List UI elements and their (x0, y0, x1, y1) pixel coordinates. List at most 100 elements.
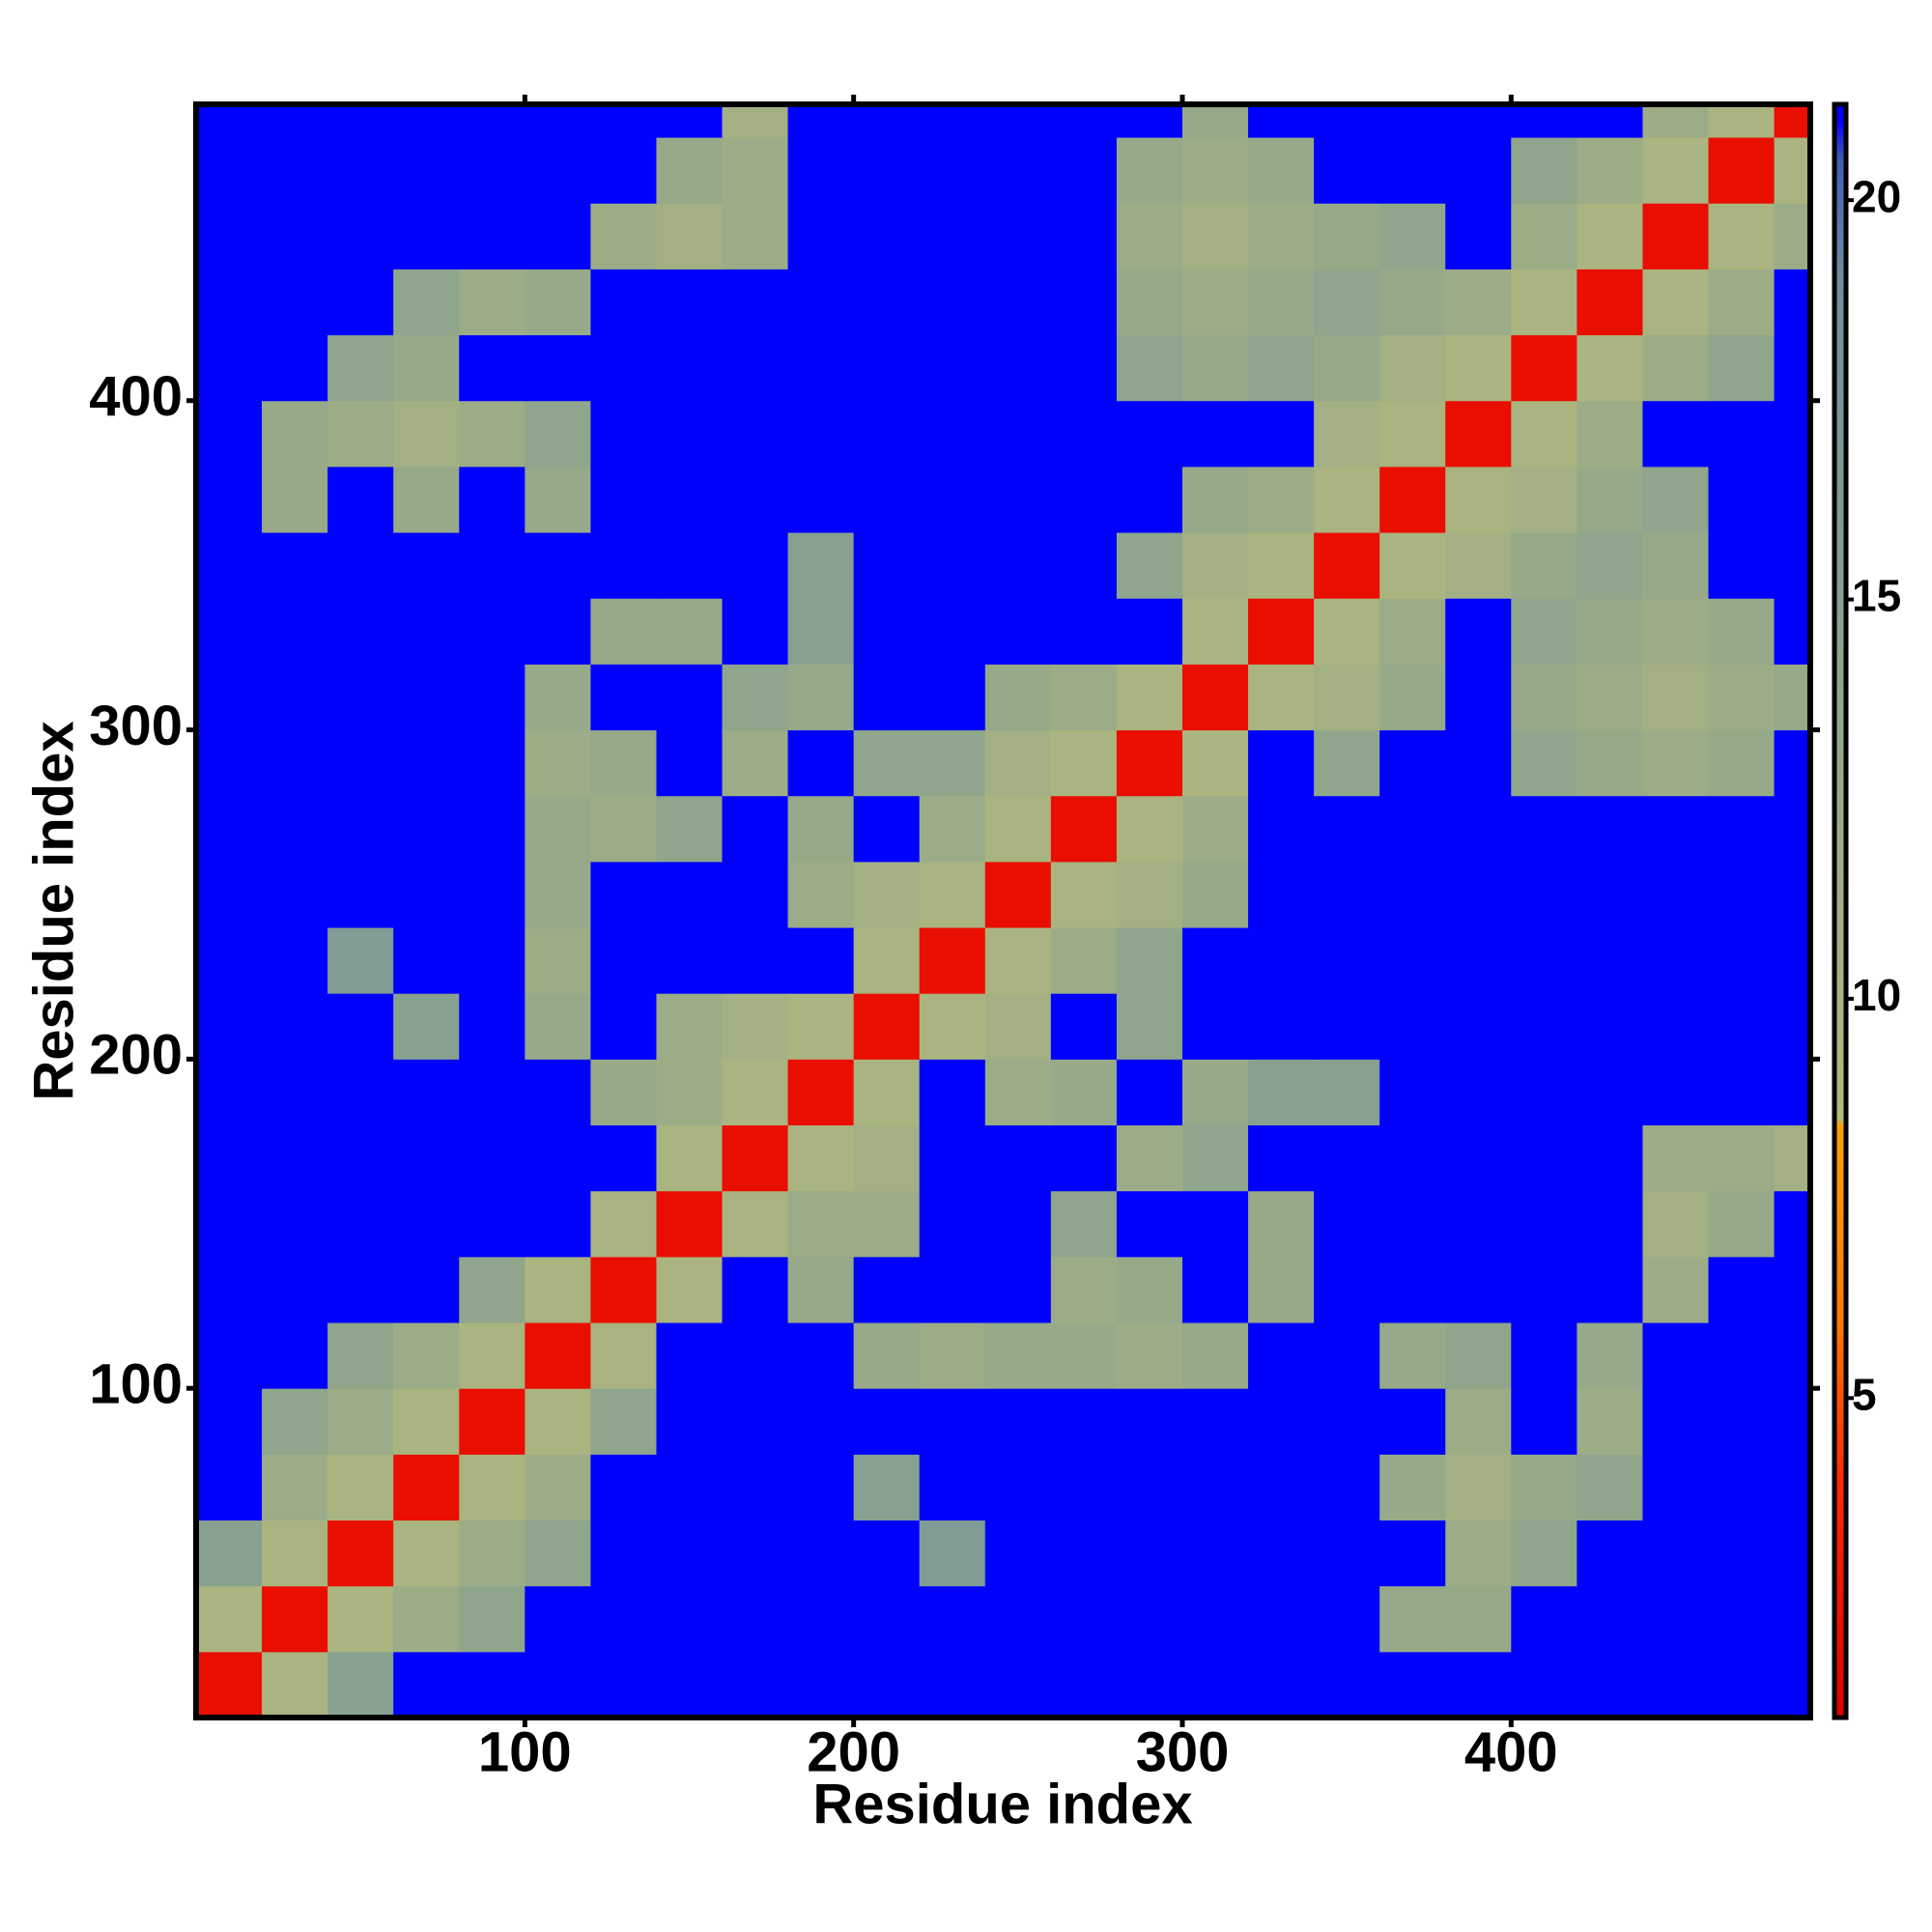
heatmap-cell (984, 861, 1052, 928)
heatmap-cell (196, 104, 263, 138)
heatmap-cell (1181, 1454, 1249, 1521)
heatmap-cell (1181, 334, 1249, 402)
heatmap-cell (919, 1190, 986, 1258)
heatmap-cell (919, 729, 986, 797)
heatmap-cell (787, 1059, 855, 1126)
heatmap-cell (1116, 1388, 1183, 1455)
heatmap-cell (1445, 1124, 1512, 1192)
heatmap-cell (459, 532, 526, 599)
heatmap-cell (1774, 1256, 1810, 1323)
heatmap-cell (656, 1190, 724, 1258)
heatmap-cell (459, 795, 526, 863)
heatmap-cell (1577, 104, 1643, 138)
heatmap-cell (919, 104, 986, 138)
heatmap-cell (590, 466, 657, 533)
heatmap-cell (1050, 1322, 1118, 1389)
heatmap-cell (196, 598, 263, 665)
heatmap-cell (919, 598, 986, 665)
heatmap-cell (1774, 1651, 1810, 1718)
heatmap-cell (196, 400, 263, 468)
heatmap-cell (1050, 1124, 1118, 1192)
heatmap-cell (393, 137, 460, 204)
heatmap-cell (393, 795, 460, 863)
heatmap-cell (459, 598, 526, 665)
heatmap-cell (1050, 1454, 1118, 1521)
heatmap-cell (1445, 993, 1512, 1060)
heatmap-cell (1774, 795, 1810, 863)
heatmap-cell (525, 861, 591, 928)
heatmap-cell (1050, 598, 1118, 665)
heatmap-cell (722, 334, 789, 402)
heatmap-cell (1379, 993, 1446, 1060)
heatmap-cell (1774, 334, 1810, 402)
heatmap-cell (1511, 1256, 1577, 1323)
heatmap-cell (1774, 1388, 1810, 1455)
heatmap-cell (787, 269, 855, 336)
y-axis-title: Residue index (22, 721, 85, 1100)
heatmap-cell (853, 137, 921, 204)
heatmap-cell (196, 1520, 263, 1587)
heatmap-cell (1577, 1322, 1643, 1389)
heatmap-cell (722, 203, 789, 270)
heatmap-cell (1511, 532, 1577, 599)
heatmap-cell (327, 1651, 394, 1718)
heatmap (196, 104, 1810, 1718)
heatmap-cell (1379, 729, 1446, 797)
heatmap-cell (525, 729, 591, 797)
heatmap-cell (656, 137, 724, 204)
heatmap-cell (1511, 1059, 1577, 1126)
heatmap-cell (459, 203, 526, 270)
heatmap-cell (853, 466, 921, 533)
heatmap-cell (590, 598, 657, 665)
heatmap-cell (722, 1388, 789, 1455)
heatmap-cell (1642, 1124, 1709, 1192)
heatmap-cell (262, 104, 328, 138)
heatmap-cell (1116, 1454, 1183, 1521)
heatmap-cell (1445, 269, 1512, 336)
heatmap-cell (1314, 532, 1380, 599)
heatmap-cell (722, 1454, 789, 1521)
heatmap-cell (1379, 1322, 1446, 1389)
heatmap-cell (722, 269, 789, 336)
heatmap-cell (1642, 137, 1709, 204)
heatmap-cell (1511, 993, 1577, 1060)
heatmap-cell (327, 598, 394, 665)
heatmap-cell (327, 532, 394, 599)
heatmap-cell (459, 269, 526, 336)
heatmap-cell (656, 1520, 724, 1587)
heatmap-cell (984, 466, 1052, 533)
heatmap-cell (327, 1059, 394, 1126)
heatmap-cell (1708, 664, 1776, 731)
heatmap-cell (853, 1585, 921, 1653)
heatmap-cell (1116, 1322, 1183, 1389)
heatmap-cell (525, 203, 591, 270)
heatmap-cell (1314, 1190, 1380, 1258)
heatmap-cell (262, 1585, 328, 1653)
heatmap-cell (853, 104, 921, 138)
heatmap-cell (262, 795, 328, 863)
heatmap-cell (919, 203, 986, 270)
heatmap-cell (525, 598, 591, 665)
heatmap-cell (1050, 1388, 1118, 1455)
heatmap-cell (722, 1651, 789, 1718)
heatmap-cell (1577, 137, 1643, 204)
heatmap-cell (262, 1059, 328, 1126)
heatmap-cell (590, 795, 657, 863)
heatmap-cell (1774, 466, 1810, 533)
heatmap-cell (853, 1124, 921, 1192)
heatmap-cell (787, 1256, 855, 1323)
heatmap-cell (1577, 1190, 1643, 1258)
heatmap-cell (1445, 795, 1512, 863)
heatmap-cell (525, 466, 591, 533)
heatmap-cell (1248, 1454, 1315, 1521)
heatmap-cell (1577, 400, 1643, 468)
heatmap-cell (196, 137, 263, 204)
x-tick-label: 400 (1464, 1720, 1558, 1783)
heatmap-cell (196, 729, 263, 797)
heatmap-cell (984, 1059, 1052, 1126)
heatmap-cell (1642, 993, 1709, 1060)
x-tick-label: 300 (1136, 1720, 1230, 1783)
heatmap-cell (1445, 1585, 1512, 1653)
heatmap-cell (722, 795, 789, 863)
heatmap-cell (1708, 532, 1776, 599)
